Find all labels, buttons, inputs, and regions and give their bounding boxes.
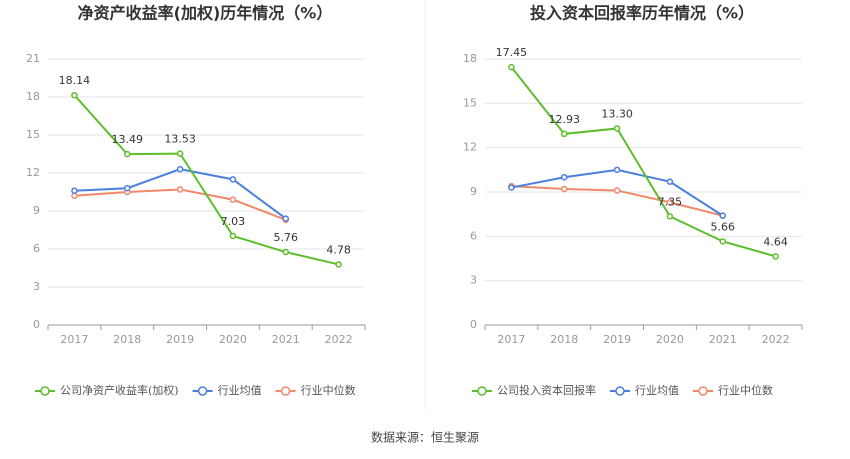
legend-label: 公司投入资本回报率 (497, 383, 596, 397)
data-point (508, 63, 515, 71)
x-tick-label: 2019 (166, 333, 194, 346)
data-point (666, 178, 674, 185)
y-tick-label: 3 (470, 274, 477, 287)
data-point (666, 213, 674, 220)
data-label: 7.35 (658, 195, 683, 208)
x-tick-label: 2021 (272, 333, 300, 346)
data-point (561, 173, 568, 181)
legend-marker (477, 386, 487, 396)
chart-title: 投入资本回报率历年情况（%） (530, 4, 754, 23)
data-label: 5.66 (711, 220, 736, 233)
legend-label: 行业均值 (635, 384, 679, 397)
data-point (282, 215, 289, 222)
y-tick-label: 15 (463, 96, 477, 109)
data-point (71, 192, 78, 200)
y-tick-label: 12 (26, 166, 40, 179)
legend-label: 公司净资产收益率(加权) (60, 383, 179, 397)
data-point (666, 199, 674, 206)
data-point (229, 176, 237, 183)
data-label: 13.53 (164, 133, 196, 146)
x-tick-label: 2018 (550, 333, 578, 346)
legend-marker (698, 386, 708, 396)
data-label: 13.49 (112, 133, 144, 146)
x-tick-label: 2022 (325, 333, 353, 346)
x-tick-label: 2020 (656, 333, 684, 346)
data-label: 13.30 (601, 107, 633, 120)
y-tick-label: 6 (470, 229, 477, 242)
y-tick-label: 12 (463, 141, 477, 154)
legend-marker (615, 386, 625, 396)
data-point (772, 253, 779, 260)
x-tick-label: 2017 (497, 333, 525, 346)
y-tick-label: 18 (463, 52, 477, 65)
y-tick-label: 21 (26, 52, 40, 65)
data-label: 17.45 (496, 46, 528, 59)
legend-marker (197, 386, 208, 396)
data-point (613, 166, 621, 174)
legend-marker (40, 386, 50, 396)
data-point (719, 212, 726, 219)
series-line (73, 94, 339, 266)
x-tick-label: 2019 (603, 333, 631, 346)
data-label: 18.14 (59, 74, 91, 87)
data-point (176, 165, 184, 173)
data-label: 4.64 (763, 235, 788, 248)
x-tick-label: 2022 (762, 333, 790, 346)
data-label: 7.03 (221, 215, 246, 228)
y-tick-label: 6 (33, 242, 40, 255)
y-tick-label: 0 (470, 318, 477, 331)
data-point (176, 150, 184, 157)
data-point (229, 196, 237, 203)
x-tick-label: 2021 (709, 333, 737, 346)
legend-marker (280, 386, 291, 396)
x-tick-label: 2018 (113, 333, 141, 346)
data-point (613, 125, 621, 132)
legend-label: 行业中位数 (301, 383, 356, 397)
data-label: 5.76 (274, 231, 299, 244)
data-point (282, 248, 289, 256)
data-point (561, 130, 568, 138)
data-point (176, 186, 184, 193)
y-tick-label: 9 (470, 185, 477, 198)
x-tick-label: 2020 (219, 333, 247, 346)
series-line (510, 66, 776, 258)
data-point (71, 91, 78, 99)
source-note: 数据来源：恒生聚源 (371, 430, 479, 445)
data-point (229, 232, 237, 240)
data-label: 4.78 (326, 243, 351, 256)
y-tick-label: 18 (26, 90, 40, 103)
data-point (561, 185, 568, 193)
data-point (335, 261, 342, 268)
data-label: 12.93 (549, 113, 581, 126)
x-tick-label: 2017 (60, 333, 88, 346)
y-tick-label: 9 (33, 204, 40, 217)
legend-label: 行业均值 (218, 384, 262, 397)
y-tick-label: 15 (26, 128, 40, 141)
data-point (124, 150, 131, 158)
chart-title: 净资产收益率(加权)历年情况（%） (78, 4, 333, 23)
data-point (124, 184, 131, 192)
legend-label: 行业中位数 (718, 383, 773, 397)
data-point (71, 187, 78, 194)
y-tick-label: 0 (33, 318, 40, 331)
data-point (613, 187, 621, 194)
data-point (508, 184, 515, 191)
data-point (719, 238, 726, 245)
y-tick-label: 3 (33, 280, 40, 293)
